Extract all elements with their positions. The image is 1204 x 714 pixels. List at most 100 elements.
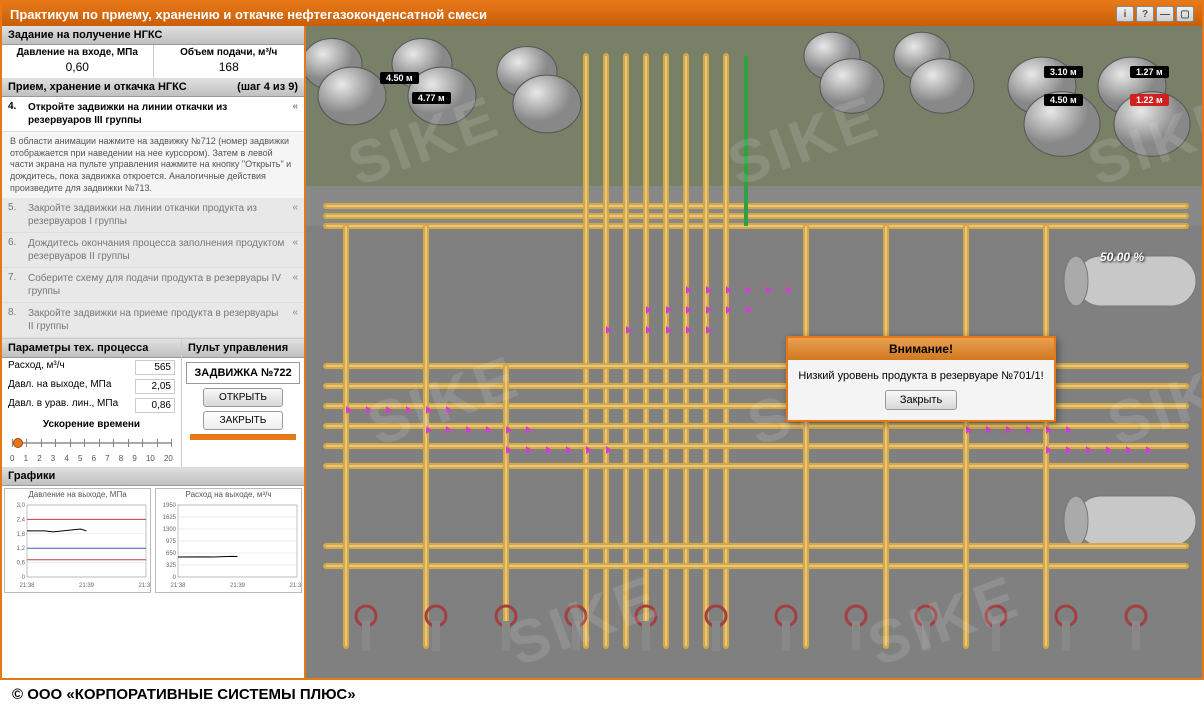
svg-text:1625: 1625 xyxy=(163,515,177,521)
chart2-title: Расход на выходе, м³/ч xyxy=(156,489,301,500)
step-text: Дождитесь окончания процесса заполнения … xyxy=(28,237,286,263)
app-window: Практикум по приему, хранению и откачке … xyxy=(0,0,1204,680)
svg-text:0,6: 0,6 xyxy=(17,561,26,567)
close-button[interactable]: ЗАКРЫТЬ xyxy=(203,411,283,430)
param-value: 565 xyxy=(135,360,175,375)
charts-row: Давление на выходе, МПа 3,0 2,4 1,8 1,2 0,6 0… xyxy=(2,486,304,595)
chart1-svg: 3,02,41,81,20,6021:3821:3921:39 xyxy=(5,500,150,592)
step-item[interactable]: 8. Закройте задвижки на приеме продукта в… xyxy=(2,303,304,338)
step-item[interactable]: 6.Дождитесь окончания процесса заполнени… xyxy=(2,233,304,268)
chart1-title: Давление на выходе, МПа xyxy=(5,489,150,500)
help-icon[interactable]: ? xyxy=(1136,6,1154,22)
modal-close-button[interactable]: Закрыть xyxy=(885,390,957,410)
steps-header: Прием, хранение и откачка НГКС (шаг 4 из… xyxy=(2,78,304,97)
progress-label: 50.00 % xyxy=(1100,250,1144,264)
step-active[interactable]: 4. Откройте задвижки на линии откачки из… xyxy=(2,97,304,132)
step-text: Закройте задвижки на линии откачки проду… xyxy=(28,202,286,228)
volume-value: 168 xyxy=(158,58,301,76)
svg-text:1,2: 1,2 xyxy=(17,547,26,553)
step-num: 4. xyxy=(8,101,22,112)
steps-box: 4. Откройте задвижки на линии откачки из… xyxy=(2,97,304,339)
svg-text:2,4: 2,4 xyxy=(17,518,26,524)
minimize-icon[interactable]: — xyxy=(1156,6,1174,22)
svg-text:21:39: 21:39 xyxy=(79,583,95,589)
viewport-3d[interactable]: 4.50 м 4.77 м 3.10 м 1.27 м 4.50 м 1.22 м 50.… xyxy=(306,26,1202,678)
steps-progress: (шаг 4 из 9) xyxy=(237,81,298,93)
tank-level-label: 3.10 м xyxy=(1044,66,1083,78)
alert-modal: Внимание! Низкий уровень продукта в резе… xyxy=(786,336,1056,422)
scene-svg xyxy=(306,26,1202,678)
params-control-row: Параметры тех. процесса Расход, м³/ч565Д… xyxy=(2,339,304,467)
open-button[interactable]: ОТКРЫТЬ xyxy=(203,388,283,407)
svg-text:21:39: 21:39 xyxy=(289,583,301,589)
svg-text:1,8: 1,8 xyxy=(17,532,26,538)
collapse-icon: « xyxy=(292,202,298,213)
svg-text:21:39: 21:39 xyxy=(138,583,150,589)
param-label: Давл. в урав. лин., МПа xyxy=(8,398,118,413)
step-text: Откройте задвижки на линии откачки из ре… xyxy=(28,101,286,127)
info-icon[interactable]: i xyxy=(1116,6,1134,22)
step-item[interactable]: 5.Закройте задвижки на линии откачки про… xyxy=(2,198,304,233)
params-box: Параметры тех. процесса Расход, м³/ч565Д… xyxy=(2,339,182,467)
step-description: В области анимации нажмите на задвижку №… xyxy=(2,132,304,198)
param-value: 2,05 xyxy=(135,379,175,394)
modal-header: Внимание! xyxy=(788,338,1054,360)
step-text: Соберите схему для подачи продукта в рез… xyxy=(28,272,286,298)
time-slider[interactable] xyxy=(12,434,171,454)
left-panel: Задание на получение НГКС Давление на вх… xyxy=(2,26,306,678)
modal-message: Низкий уровень продукта в резервуаре №70… xyxy=(798,370,1044,382)
step-item[interactable]: 7. Соберите схему для подачи продукта в р… xyxy=(2,268,304,303)
control-box: Пульт управления ЗАДВИЖКА №722 ОТКРЫТЬ З… xyxy=(182,339,304,467)
tank-level-label: 4.50 м xyxy=(380,72,419,84)
pressure-in-value: 0,60 xyxy=(6,58,149,76)
valve-label: ЗАДВИЖКА №722 xyxy=(186,362,300,384)
volume-label: Объем подачи, м³/ч xyxy=(158,47,301,58)
task-params: Давление на входе, МПа 0,60 Объем подачи… xyxy=(2,45,304,78)
chart-pressure: Давление на выходе, МПа 3,02,41,81,20,60… xyxy=(4,488,151,593)
slider-track-line xyxy=(12,442,171,444)
collapse-icon: « xyxy=(292,307,298,318)
task-header: Задание на получение НГКС xyxy=(2,26,304,45)
svg-text:975: 975 xyxy=(166,539,177,545)
svg-text:21:39: 21:39 xyxy=(230,583,246,589)
charts-header: Графики xyxy=(2,467,304,486)
svg-text:21:38: 21:38 xyxy=(170,583,186,589)
svg-text:1300: 1300 xyxy=(163,527,177,533)
task-volume-col: Объем подачи, м³/ч 168 xyxy=(154,45,305,78)
svg-text:325: 325 xyxy=(166,563,177,569)
svg-text:0: 0 xyxy=(173,575,177,581)
footer-copyright: © ООО «КОРПОРАТИВНЫЕ СИСТЕМЫ ПЛЮС» xyxy=(0,680,1204,709)
collapse-icon: « xyxy=(292,237,298,248)
params-header: Параметры тех. процесса xyxy=(2,339,181,358)
steps-title: Прием, хранение и откачка НГКС xyxy=(8,81,187,93)
param-row: Расход, м³/ч565 xyxy=(2,358,181,377)
param-value: 0,86 xyxy=(135,398,175,413)
svg-text:3,0: 3,0 xyxy=(17,503,26,509)
tank-level-label: 1.27 м xyxy=(1130,66,1169,78)
task-pressure-col: Давление на входе, МПа 0,60 xyxy=(2,45,154,78)
control-header: Пульт управления xyxy=(182,339,304,358)
maximize-icon[interactable]: ▢ xyxy=(1176,6,1194,22)
chart-flow: Расход на выходе, м³/ч 19501625130097565… xyxy=(155,488,302,593)
svg-text:650: 650 xyxy=(166,551,177,557)
step-text: Закройте задвижки на приеме продукта в р… xyxy=(28,307,286,333)
param-row: Давл. на выходе, МПа 2,05 xyxy=(2,377,181,396)
time-accel-title: Ускорение времени xyxy=(8,419,175,430)
main-area: Задание на получение НГКС Давление на вх… xyxy=(2,26,1202,678)
status-bar xyxy=(190,434,296,440)
modal-body: Низкий уровень продукта в резервуаре №70… xyxy=(788,360,1054,420)
tank-level-label: 4.50 м xyxy=(1044,94,1083,106)
svg-text:21:38: 21:38 xyxy=(19,583,35,589)
step-num: 7. xyxy=(8,272,22,283)
param-label: Давл. на выходе, МПа xyxy=(8,379,111,394)
slider-labels: 01234567891020 xyxy=(10,454,173,463)
pressure-in-label: Давление на входе, МПа xyxy=(6,47,149,58)
chart2-svg: 195016251300975650325021:3821:3921:39 xyxy=(156,500,301,592)
titlebar: Практикум по приему, хранению и откачке … xyxy=(2,2,1202,26)
window-title: Практикум по приему, хранению и откачке … xyxy=(10,7,1116,22)
tank-level-label: 1.22 м xyxy=(1130,94,1169,106)
slider-knob[interactable] xyxy=(13,438,23,448)
tank-level-label: 4.77 м xyxy=(412,92,451,104)
step-num: 8. xyxy=(8,307,22,318)
collapse-icon: « xyxy=(292,272,298,283)
